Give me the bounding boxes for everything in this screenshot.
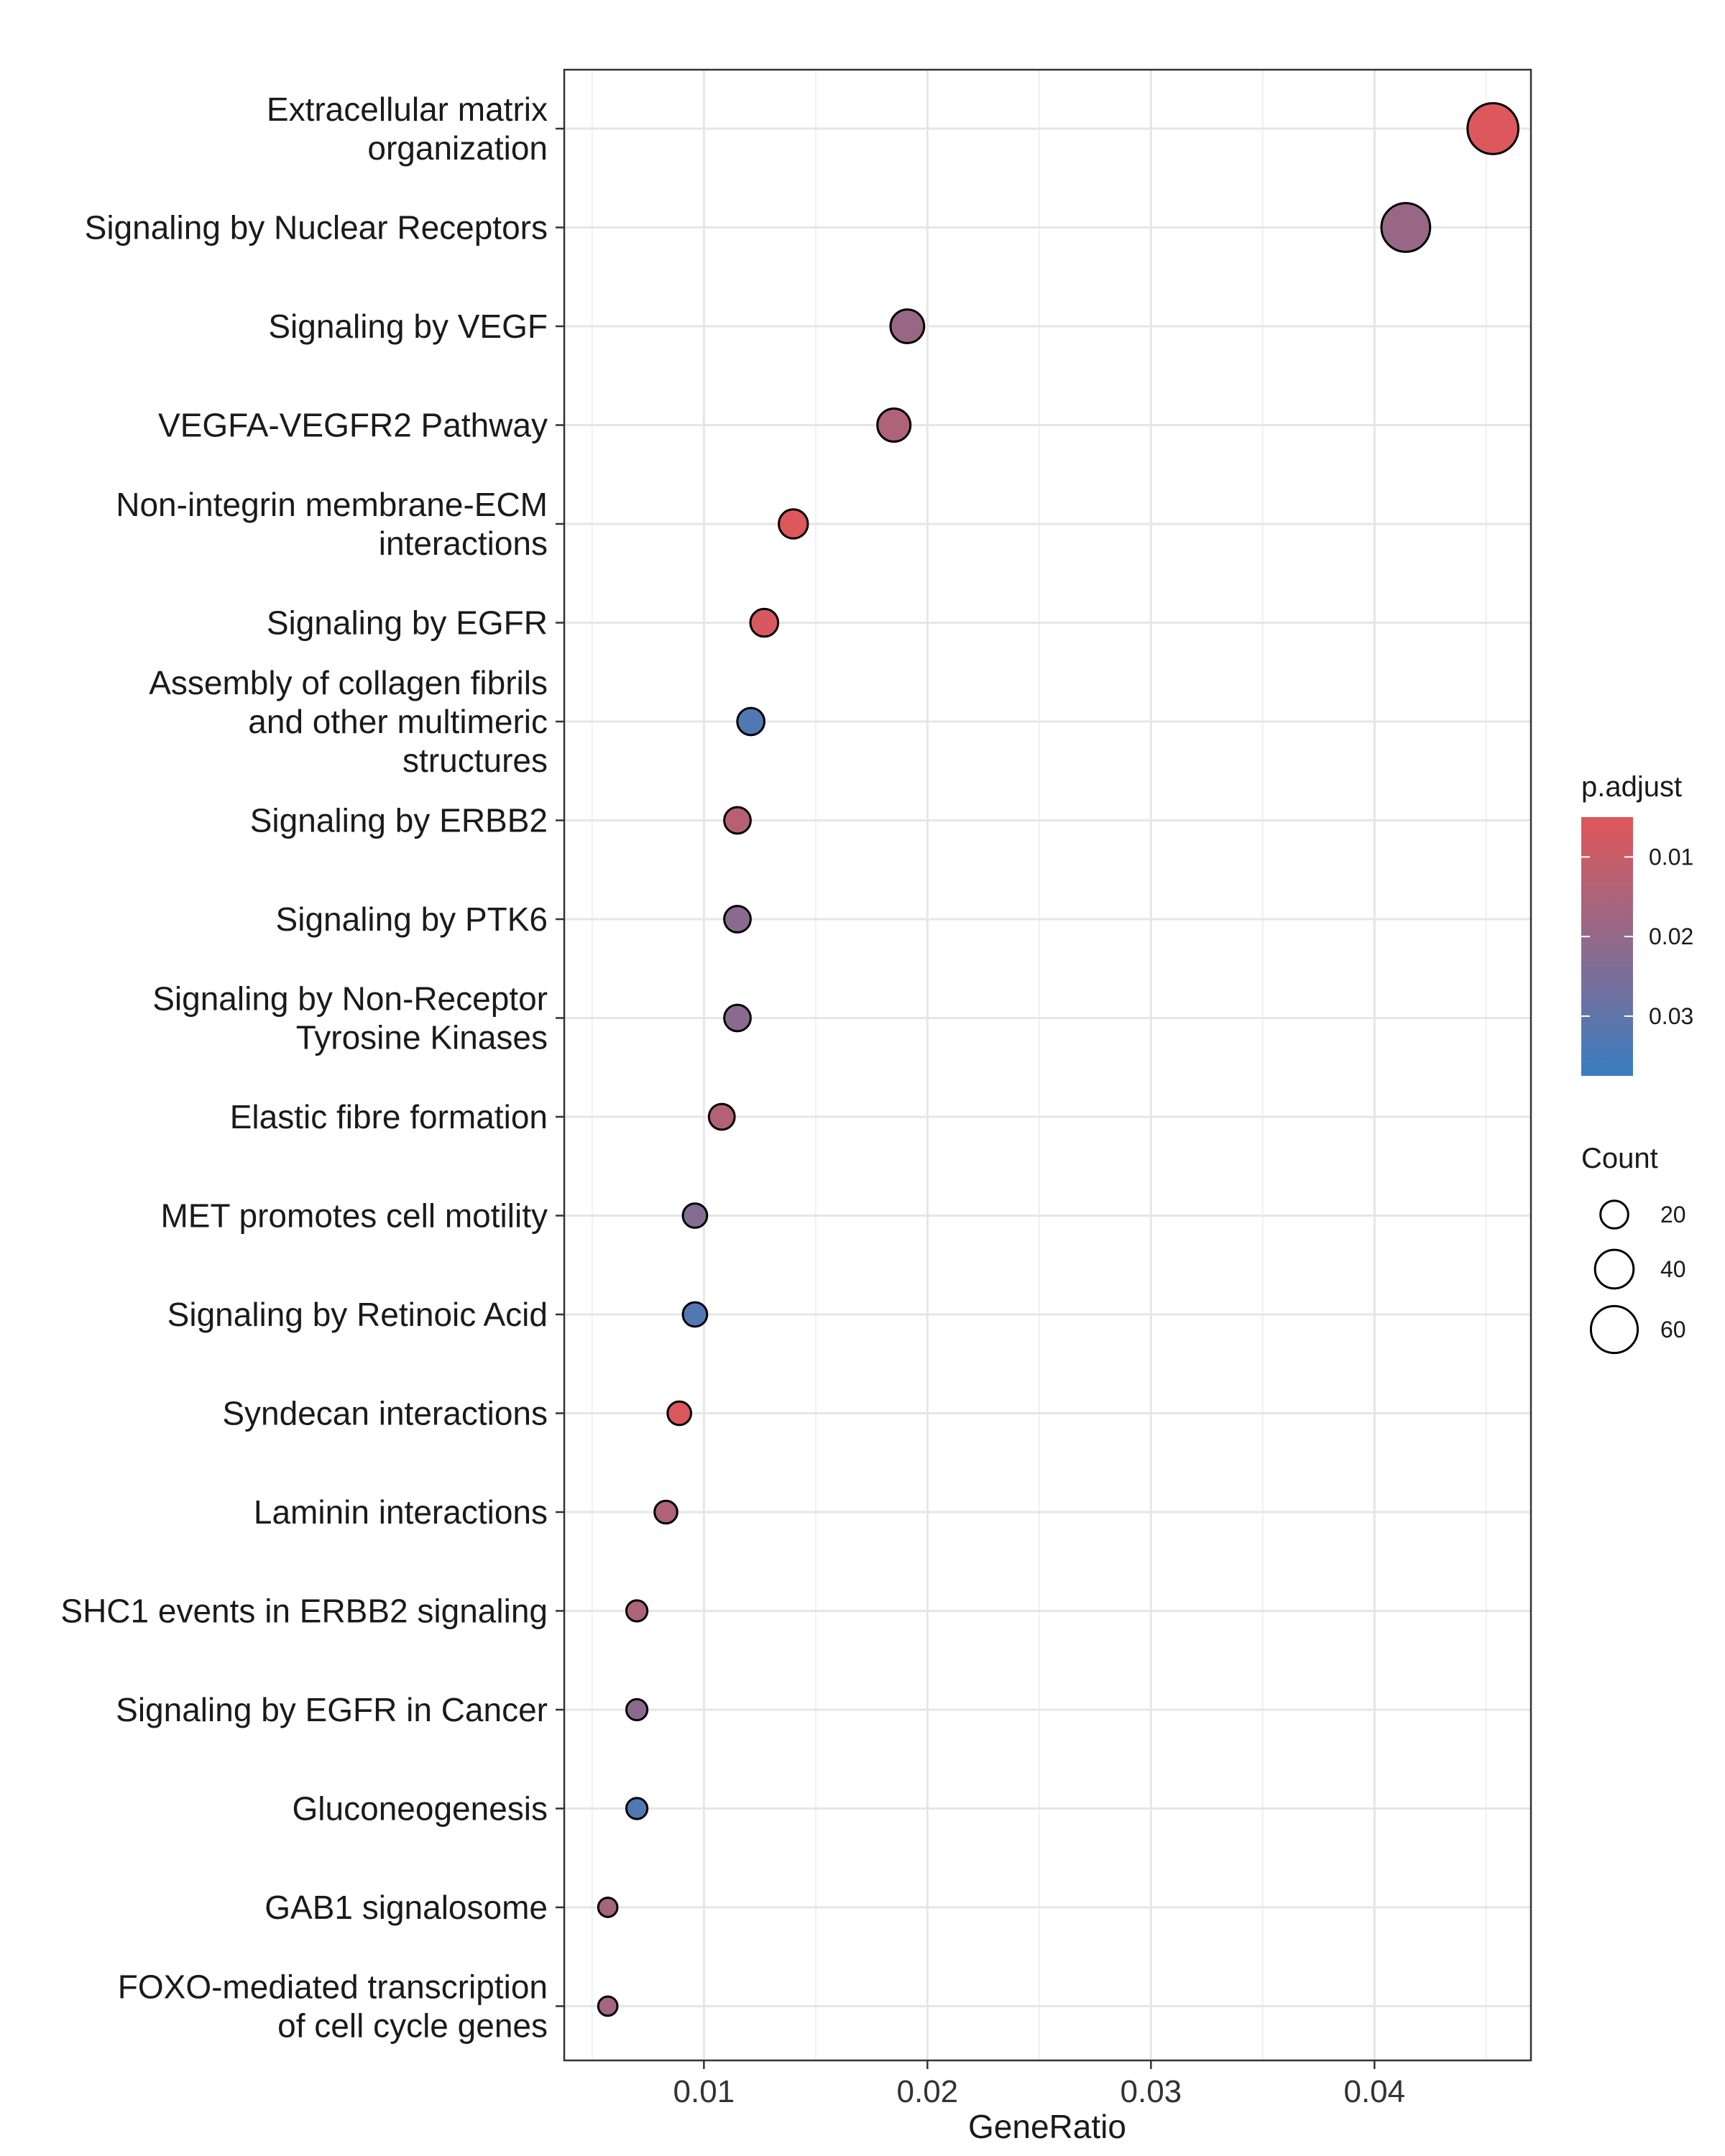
y-axis-label: Signaling by Retinoic Acid (167, 1296, 548, 1333)
y-axis-label: GAB1 signalosome (264, 1889, 548, 1926)
y-axis-label: Laminin interactions (254, 1493, 548, 1531)
x-axis-tick-label: 0.04 (1343, 2074, 1405, 2109)
y-axis-label: Signaling by Non-Receptor Tyrosine Kinase… (152, 980, 548, 1056)
data-point (723, 905, 752, 934)
y-axis-label: Gluconeogenesis (293, 1790, 548, 1828)
color-legend: p.adjust 0.01 0.02 0.03 (1581, 771, 1693, 1076)
color-legend-tick-label: 0.02 (1649, 923, 1693, 949)
y-axis-label: Signaling by Nuclear Receptors (85, 209, 548, 247)
size-legend-keys: 20 40 60 (1589, 1199, 1686, 1355)
data-point (653, 1499, 678, 1525)
data-point (597, 1995, 619, 2017)
plot-panel-border (563, 68, 1532, 2062)
y-axis-label: Signaling by ERBB2 (250, 802, 548, 839)
data-point (778, 508, 809, 540)
y-axis-label: FOXO-mediated transcription of cell cycle… (118, 1968, 548, 2045)
x-axis-title: GeneRatio (968, 2108, 1126, 2145)
size-legend-label: 60 (1660, 1317, 1686, 1342)
y-axis-label: Assembly of collagen fibrils and other mu… (149, 664, 548, 779)
color-legend-ticks: 0.01 0.02 0.03 (1581, 844, 1693, 1029)
y-axis-ticks (556, 127, 564, 2007)
x-axis: 0.01 0.02 0.03 0.04 (673, 2060, 1405, 2109)
y-axis-label: MET promotes cell motility (160, 1197, 548, 1235)
size-legend-label: 20 (1660, 1202, 1686, 1227)
color-legend-bar (1581, 817, 1633, 1076)
data-point (749, 607, 780, 638)
data-point (723, 806, 752, 835)
data-point (736, 706, 766, 737)
y-axis-label: Signaling by PTK6 (276, 900, 548, 938)
data-points (597, 102, 1519, 2017)
size-legend-key (1593, 1248, 1635, 1290)
data-point (625, 1797, 649, 1820)
data-point (889, 308, 926, 344)
size-legend-title: Count (1581, 1143, 1658, 1174)
data-point (681, 1301, 709, 1328)
color-legend-tick-label: 0.01 (1649, 844, 1693, 870)
y-axis-label: Extracellular matrix organization (267, 91, 548, 167)
y-axis-label: Signaling by EGFR (267, 604, 548, 642)
size-legend-label: 40 (1660, 1256, 1686, 1282)
x-axis-tick-label: 0.02 (897, 2074, 959, 2109)
data-point (625, 1599, 649, 1623)
data-point (681, 1202, 709, 1229)
data-point (876, 407, 912, 443)
y-axis-label: VEGFA-VEGFR2 Pathway (158, 407, 548, 444)
size-legend-key (1589, 1304, 1639, 1355)
x-axis-tick-label: 0.01 (673, 2074, 735, 2109)
data-point (597, 1897, 619, 1918)
y-axis-label: Elastic fibre formation (230, 1098, 548, 1135)
color-legend-title: p.adjust (1581, 771, 1682, 803)
data-point (723, 1003, 752, 1033)
plot-panel-background (564, 70, 1531, 2060)
y-axis-labels: Extracellular matrix organization Signalin… (60, 91, 548, 2045)
size-legend-key (1599, 1199, 1629, 1230)
data-point (1466, 102, 1519, 155)
data-point (1380, 202, 1432, 253)
data-point (625, 1697, 649, 1722)
size-legend: Count 20 40 60 (1581, 1143, 1686, 1355)
y-axis-label: Non-integrin membrane-ECM interactions (116, 486, 548, 562)
data-point (666, 1400, 693, 1427)
data-point (707, 1102, 736, 1131)
color-legend-tick-label: 0.03 (1649, 1003, 1693, 1029)
grid-lines (564, 70, 1531, 2060)
y-axis-label: Syndecan interactions (222, 1395, 548, 1432)
y-axis-label: SHC1 events in ERBB2 signaling (60, 1593, 548, 1630)
x-axis-tick-label: 0.03 (1121, 2074, 1182, 2109)
y-axis-label: Signaling by VEGF (268, 308, 548, 345)
y-axis-label: Signaling by EGFR in Cancer (116, 1691, 548, 1728)
